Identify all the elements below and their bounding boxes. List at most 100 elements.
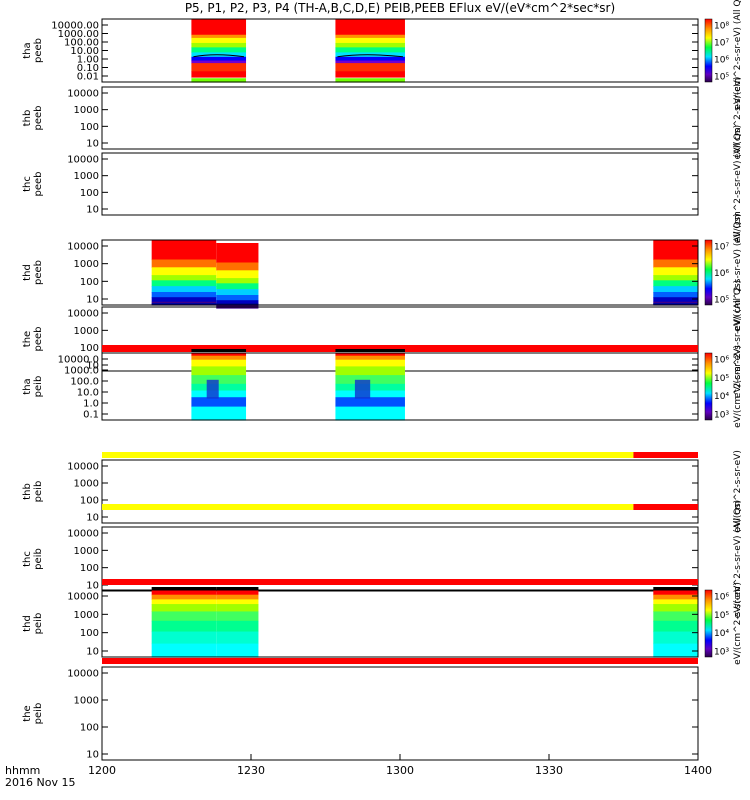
panel-species-label: peeb bbox=[33, 172, 44, 197]
x-tick-label: 1300 bbox=[386, 764, 414, 777]
colorbar-tick: 10⁸ bbox=[714, 22, 729, 32]
panel-species-label: peib bbox=[33, 548, 44, 570]
y-tick-label: 10000 bbox=[67, 242, 99, 253]
spectrogram-interval-1 bbox=[151, 240, 217, 306]
energy-band bbox=[653, 275, 698, 281]
y-tick-label: 0.1 bbox=[83, 410, 99, 421]
y-tick-label: 1000 bbox=[74, 171, 99, 182]
panel-frame bbox=[101, 666, 699, 761]
energy-band bbox=[653, 594, 698, 600]
energy-band bbox=[653, 643, 698, 658]
energy-band bbox=[335, 355, 405, 361]
y-tick-label: 1000 bbox=[74, 610, 99, 621]
energy-band bbox=[191, 355, 247, 361]
status-bar-segment bbox=[102, 345, 698, 352]
y-tick-label: 10 bbox=[86, 647, 99, 658]
energy-band bbox=[216, 611, 259, 622]
panel-frame bbox=[101, 526, 699, 592]
energy-band bbox=[653, 259, 698, 268]
energy-band bbox=[151, 643, 217, 658]
panel-thb-peib: thb peib 10000 1000 100 10 eV/(cm^2-s-sr-eV) bbox=[22, 450, 743, 533]
chart-title: P5, P1, P2, P3, P4 (TH-A,B,C,D,E) PEIB,P… bbox=[185, 1, 615, 15]
panel-thd-peib: thd peib 10000 1000 100 10 10⁶ 10⁵ 10⁴ 10³ eV/(cm^… bbox=[22, 582, 743, 665]
energy-band bbox=[216, 620, 259, 633]
panel-probe-label: thd bbox=[22, 264, 33, 281]
y-tick-label: 1000 bbox=[74, 696, 99, 707]
top-marker bbox=[653, 587, 698, 590]
colorbar-tick: 10⁵ bbox=[714, 73, 729, 83]
panel-probe-label: tha bbox=[22, 42, 33, 58]
y-tick-label: 100.0 bbox=[70, 377, 99, 388]
spectrogram-interval-1 bbox=[191, 19, 247, 83]
energy-band bbox=[216, 599, 259, 605]
x-axis-label: hhmm bbox=[5, 764, 40, 777]
status-bar-segment bbox=[633, 504, 698, 510]
colorbar bbox=[704, 352, 713, 421]
energy-band bbox=[191, 56, 247, 62]
y-tick-label: 100 bbox=[80, 496, 99, 507]
y-tick-label: 10000.00 bbox=[51, 21, 99, 32]
status-bar-segment bbox=[102, 579, 698, 585]
y-tick-label: 100 bbox=[80, 122, 99, 133]
energy-band bbox=[653, 599, 698, 605]
y-tick-label: 100 bbox=[80, 188, 99, 199]
colorbar-tick: 10⁶ bbox=[714, 593, 729, 603]
y-tick-label: 10000 bbox=[67, 462, 99, 473]
colorbar-tick: 10⁶ bbox=[714, 356, 729, 366]
y-tick-label: 10000 bbox=[67, 669, 99, 680]
energy-band bbox=[335, 366, 405, 376]
colorbar-tick: 10⁵ bbox=[714, 374, 729, 384]
colorbar bbox=[704, 239, 713, 306]
spectrogram-interval-2 bbox=[216, 243, 259, 309]
energy-band bbox=[151, 267, 217, 276]
energy-band bbox=[216, 262, 259, 271]
y-tick-label: 1000.0 bbox=[64, 366, 99, 377]
y-tick-label: 100 bbox=[80, 343, 99, 354]
energy-band bbox=[151, 631, 217, 645]
top-marker bbox=[191, 349, 247, 352]
energy-band bbox=[216, 643, 259, 658]
energy-band bbox=[335, 34, 405, 39]
energy-band bbox=[191, 397, 247, 408]
panel-thd-peeb: thd peeb 10000 1000 100 10 10⁷ 10⁶ 10⁵ eV/(cm^2-s… bbox=[22, 213, 743, 331]
bottom-marker bbox=[151, 303, 217, 305]
energy-band bbox=[335, 375, 405, 385]
panel-species-label: peib bbox=[33, 481, 44, 503]
panel-thc-peib: thc peib 10000 1000 100 10 eV/(cm^2-s-sr-eV) (… bbox=[22, 500, 743, 618]
energy-band bbox=[191, 366, 247, 376]
energy-band bbox=[335, 60, 405, 64]
y-tick-label: 0.10 bbox=[77, 63, 99, 74]
x-tick-label: 1200 bbox=[88, 764, 116, 777]
colorbar-label: eV/(cm^2-s-sr-eV) (All Qs) bbox=[733, 125, 743, 243]
status-bar-segment bbox=[633, 452, 698, 458]
colorbar-label: eV/(cm^2-s-sr-eV) bbox=[733, 77, 743, 160]
energy-band bbox=[191, 71, 247, 79]
energy-band bbox=[151, 590, 217, 596]
energy-band bbox=[335, 37, 405, 44]
y-tick-label: 100 bbox=[80, 628, 99, 639]
energy-band bbox=[151, 259, 217, 268]
energy-band bbox=[216, 243, 259, 264]
x-tick-label: 1330 bbox=[535, 764, 563, 777]
colorbar-tick: 10⁶ bbox=[714, 56, 729, 66]
energy-band bbox=[216, 295, 259, 301]
y-tick-label: 1000 bbox=[74, 479, 99, 490]
panel-species-label: peib bbox=[33, 376, 44, 398]
energy-band bbox=[653, 297, 698, 303]
energy-band bbox=[191, 77, 247, 79]
energy-band bbox=[216, 631, 259, 645]
energy-band bbox=[151, 620, 217, 633]
y-tick-label: 100.00 bbox=[64, 38, 99, 49]
energy-band bbox=[335, 56, 405, 62]
colorbar bbox=[704, 589, 713, 658]
panel-frame bbox=[101, 589, 699, 658]
panel-species-label: peib bbox=[33, 613, 44, 635]
energy-band bbox=[216, 604, 259, 613]
energy-band bbox=[151, 594, 217, 600]
x-tick-label: 1230 bbox=[237, 764, 265, 777]
colorbar-label: eV/(cm^2-s-sr-eV) (All Qs) bbox=[733, 0, 743, 110]
panel-species-label: peeb bbox=[33, 106, 44, 131]
panel-probe-label: thb bbox=[22, 483, 33, 500]
y-tick-label: 10 bbox=[86, 139, 99, 150]
